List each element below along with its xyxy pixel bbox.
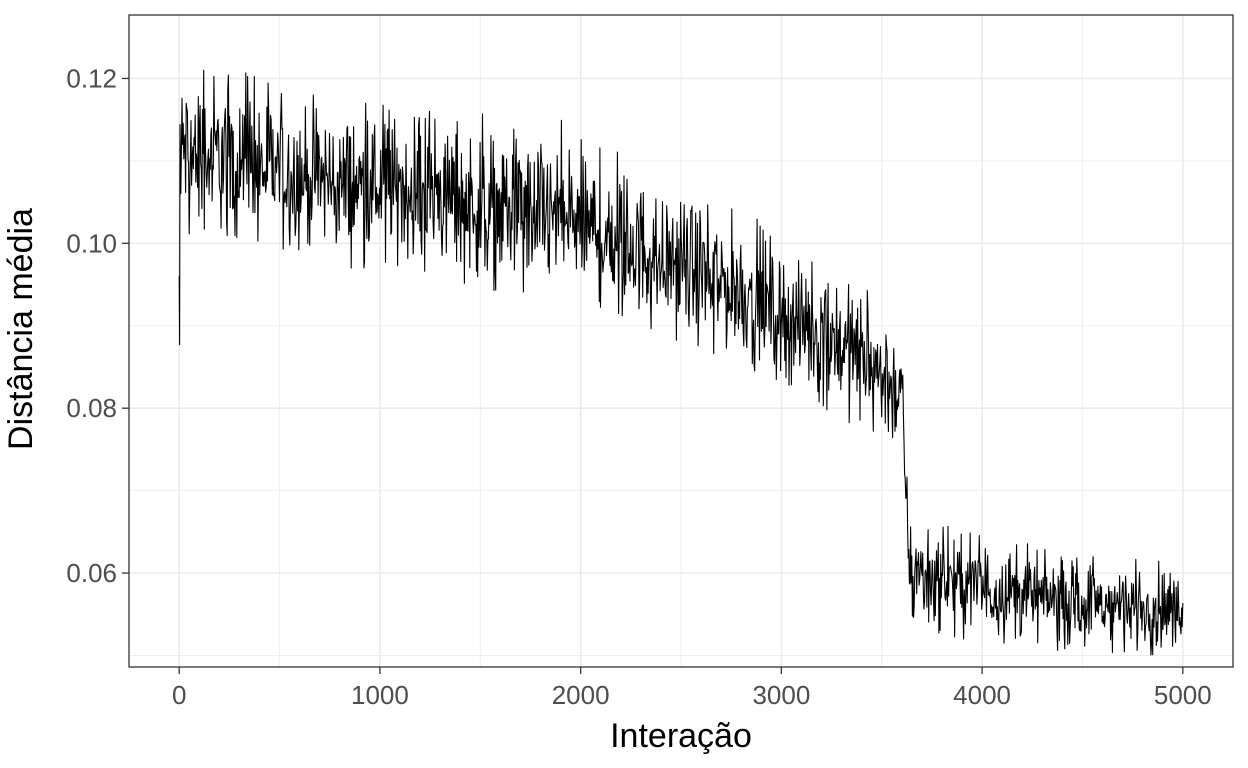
y-axis-title: Distância média	[2, 208, 40, 450]
x-tick-label: 5000	[1154, 680, 1212, 710]
y-tick-label: 0.06	[66, 558, 117, 588]
x-tick-label: 0	[172, 680, 186, 710]
series-line	[178, 69, 1184, 656]
x-axis-title: Interação	[610, 717, 752, 755]
x-tick-label: 3000	[752, 680, 810, 710]
x-tick-label: 2000	[552, 680, 610, 710]
y-axis-ticks: 0.06 0.08 0.10 0.12	[66, 63, 129, 588]
y-tick-label: 0.12	[66, 63, 117, 93]
x-tick-label: 4000	[953, 680, 1011, 710]
y-tick-label: 0.08	[66, 393, 117, 423]
panel-border	[128, 14, 1234, 668]
x-tick-label: 1000	[351, 680, 409, 710]
y-tick-label: 0.10	[66, 228, 117, 258]
x-axis-ticks: 0 1000 2000 3000 4000 5000	[172, 667, 1212, 710]
